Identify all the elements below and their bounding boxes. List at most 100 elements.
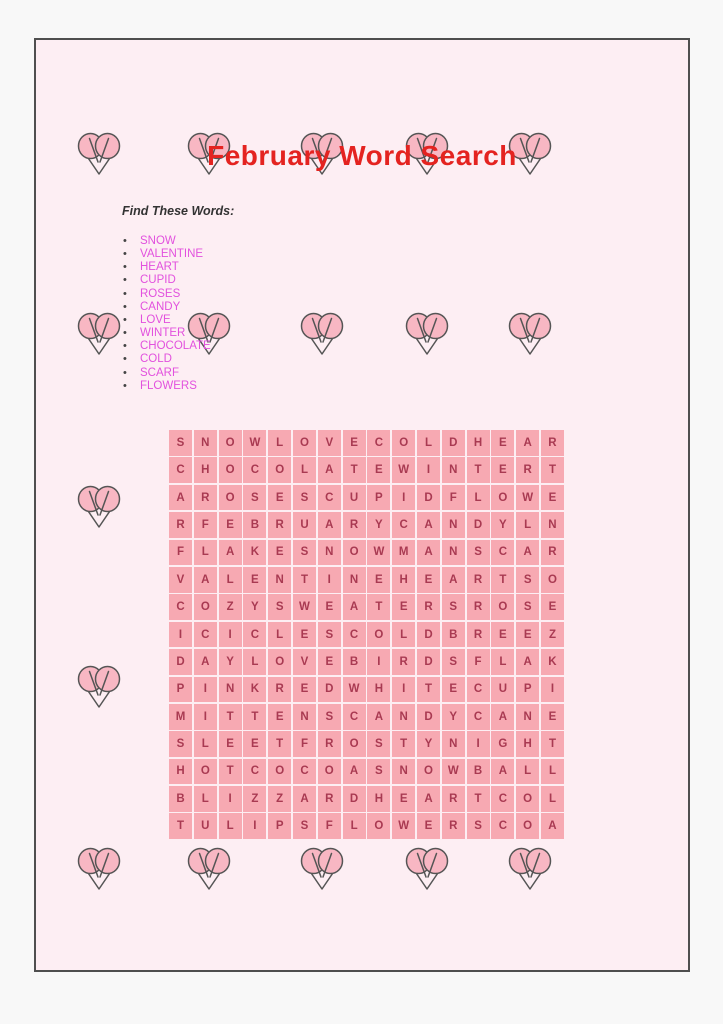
grid-cell: W — [441, 758, 465, 785]
grid-cell: O — [193, 758, 217, 785]
grid-cell: I — [466, 731, 490, 757]
grid-cell: I — [218, 786, 242, 812]
grid-cell: U — [342, 484, 366, 511]
grid-cell: C — [292, 758, 316, 785]
heart-decoration — [403, 846, 451, 892]
grid-cell: S — [317, 621, 341, 648]
grid-cell: R — [193, 484, 217, 511]
double-bubble-heart-icon — [405, 847, 449, 890]
grid-cell: O — [218, 484, 242, 511]
grid-cell: O — [268, 649, 292, 675]
grid-cell: T — [367, 594, 391, 620]
grid-cell: H — [169, 758, 192, 785]
grid-cell: N — [392, 703, 416, 730]
grid-cell: E — [392, 594, 416, 620]
word-list-item: CANDY — [123, 301, 211, 314]
grid-cell: N — [292, 703, 316, 730]
grid-cell: K — [243, 539, 267, 566]
grid-cell: O — [491, 594, 515, 620]
grid-cell: Y — [367, 512, 391, 538]
grid-cell: V — [292, 649, 316, 675]
grid-cell: S — [367, 758, 391, 785]
grid-cell: O — [392, 430, 416, 456]
grid-cell: C — [466, 676, 490, 703]
grid-cell: O — [268, 758, 292, 785]
grid-cell: O — [342, 539, 366, 566]
heart-decoration — [75, 311, 123, 357]
grid-cell: C — [466, 703, 490, 730]
grid-cell: E — [416, 566, 440, 593]
grid-cell: H — [193, 457, 217, 483]
grid-cell: O — [491, 484, 515, 511]
heart-decoration — [75, 131, 123, 177]
grid-cell: Y — [243, 594, 267, 620]
grid-cell: S — [268, 594, 292, 620]
grid-cell: L — [268, 621, 292, 648]
grid-cell: E — [516, 621, 540, 648]
grid-cell: T — [243, 703, 267, 730]
grid-cell: A — [169, 484, 192, 511]
grid-cell: O — [342, 731, 366, 757]
grid-cell: A — [516, 539, 540, 566]
grid-cell: F — [193, 512, 217, 538]
grid-cell: C — [243, 758, 267, 785]
word-list-item: ROSES — [123, 288, 211, 301]
grid-cell: S — [292, 813, 316, 840]
grid-cell: E — [491, 621, 515, 648]
grid-cell: D — [416, 484, 440, 511]
grid-cell: I — [416, 457, 440, 483]
grid-cell: S — [169, 430, 192, 456]
grid-cell: B — [342, 649, 366, 675]
heart-decoration — [75, 664, 123, 710]
grid-cell: R — [466, 621, 490, 648]
grid-cell: T — [268, 731, 292, 757]
grid-cell: S — [516, 594, 540, 620]
grid-cell: I — [317, 566, 341, 593]
grid-cell: E — [367, 566, 391, 593]
grid-cell: T — [169, 813, 192, 840]
grid-cell: C — [392, 512, 416, 538]
grid-cell: T — [491, 566, 515, 593]
grid-cell: L — [392, 621, 416, 648]
grid-cell: O — [540, 566, 564, 593]
grid-cell: R — [416, 594, 440, 620]
grid-cell: I — [540, 676, 564, 703]
grid-cell: T — [540, 457, 564, 483]
grid-cell: D — [416, 649, 440, 675]
grid-cell: K — [540, 649, 564, 675]
grid-cell: F — [441, 484, 465, 511]
grid-cell: H — [466, 430, 490, 456]
grid-cell: T — [466, 786, 490, 812]
grid-cell: E — [243, 731, 267, 757]
grid-cell: E — [218, 512, 242, 538]
grid-cell: C — [243, 621, 267, 648]
grid-cell: S — [169, 731, 192, 757]
grid-cell: E — [268, 539, 292, 566]
double-bubble-heart-icon — [77, 847, 121, 890]
grid-cell: T — [342, 457, 366, 483]
grid-cell: L — [268, 430, 292, 456]
grid-cell: E — [218, 731, 242, 757]
grid-cell: W — [367, 539, 391, 566]
grid-cell: H — [392, 566, 416, 593]
grid-cell: I — [218, 621, 242, 648]
grid-cell: N — [540, 512, 564, 538]
grid-cell: K — [243, 676, 267, 703]
grid-cell: T — [466, 457, 490, 483]
grid-cell: Y — [441, 703, 465, 730]
grid-cell: D — [441, 430, 465, 456]
grid-cell: L — [516, 758, 540, 785]
page-title: February Word Search — [207, 140, 517, 171]
grid-cell: P — [367, 484, 391, 511]
grid-cell: F — [466, 649, 490, 675]
grid-cell: L — [218, 566, 242, 593]
grid-cell: L — [466, 484, 490, 511]
grid-cell: I — [193, 703, 217, 730]
grid-cell: U — [491, 676, 515, 703]
grid-cell: A — [342, 594, 366, 620]
word-list-item: CUPID — [123, 274, 211, 287]
grid-cell: W — [392, 813, 416, 840]
grid-cell: S — [243, 484, 267, 511]
grid-cell: C — [491, 539, 515, 566]
grid-cell: T — [540, 731, 564, 757]
